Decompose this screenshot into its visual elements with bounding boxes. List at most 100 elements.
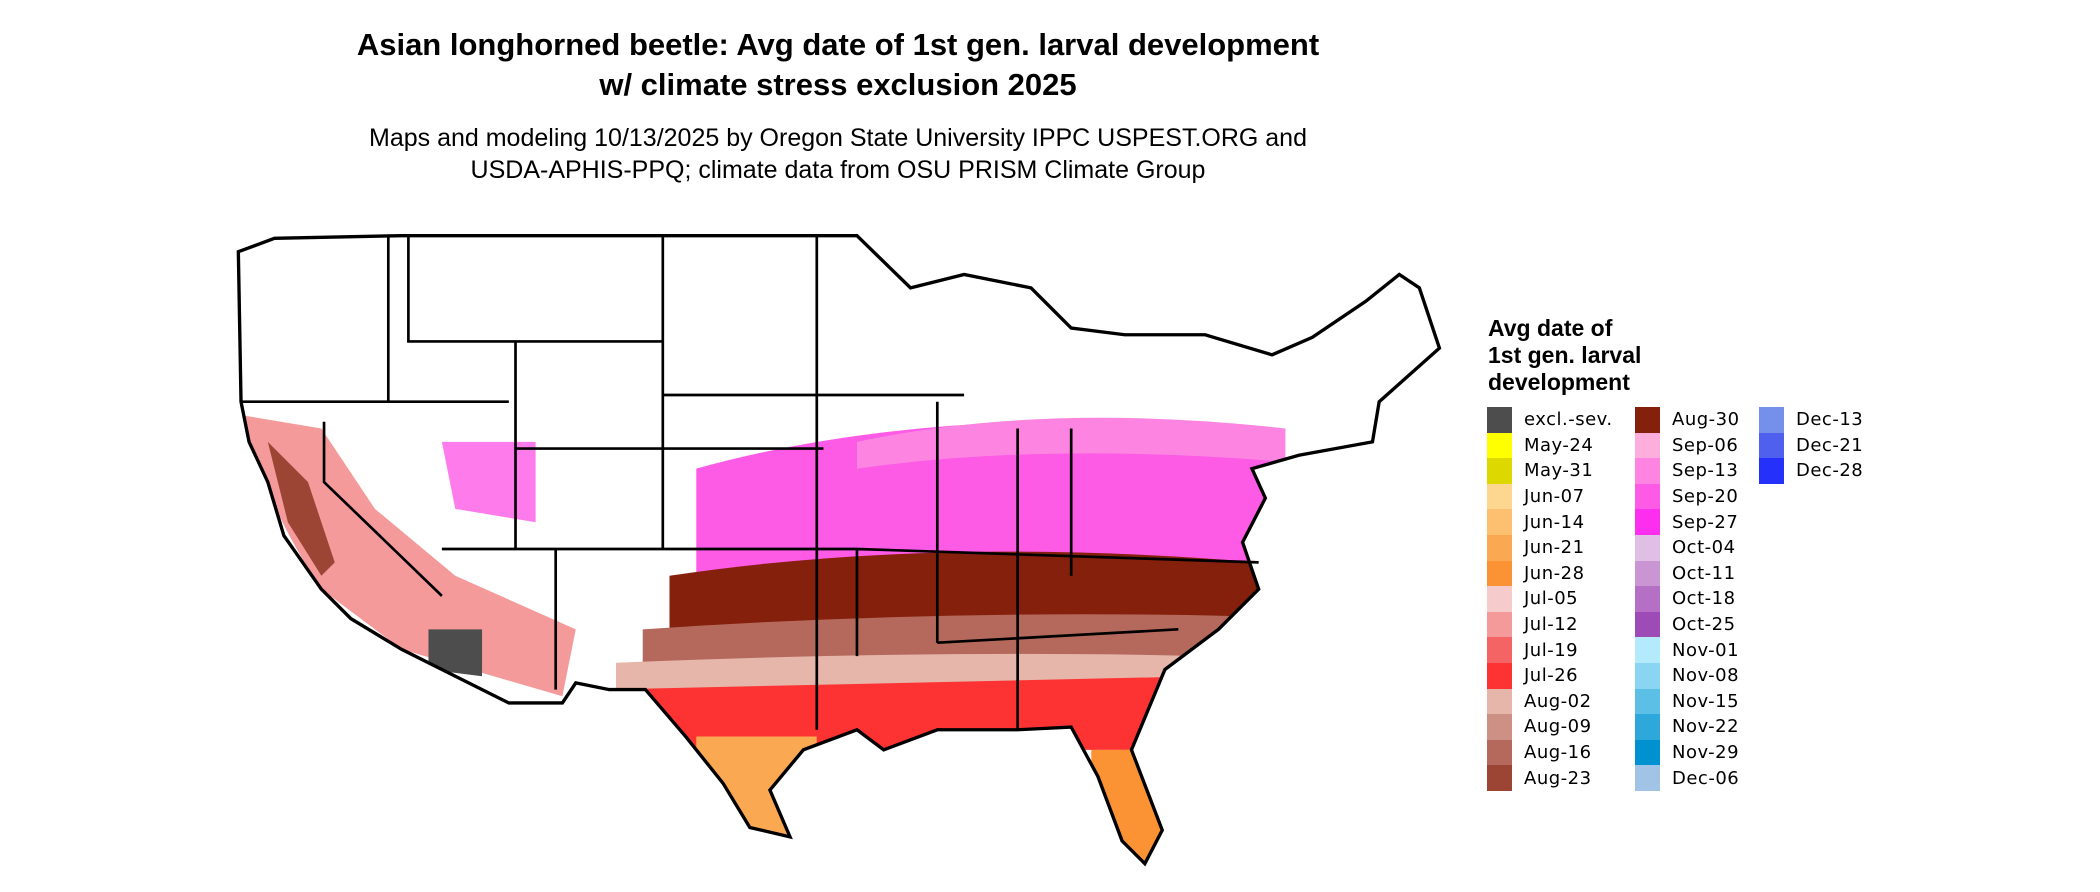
legend-swatch [1487,688,1512,715]
legend-label: Nov-29 [1672,742,1740,764]
legend-swatch [1487,534,1512,561]
legend-swatch [1635,534,1660,561]
legend-swatch [1487,765,1512,791]
zone-excluded [428,629,483,677]
map-subtitle-line2: USDA-APHIS-PPQ; climate data from OSU PR… [470,156,1206,184]
legend-item: Nov-08 [1635,662,1740,689]
legend-swatch [1487,432,1512,459]
legend-label: Aug-23 [1524,767,1592,789]
legend-label: excl.-sev. [1524,409,1613,431]
legend-label: Aug-30 [1672,409,1740,431]
legend-title-line: Avg date of [1488,315,1613,341]
legend-item: Aug-02 [1487,688,1613,715]
legend-item: Jul-26 [1487,662,1613,689]
legend-swatch [1635,407,1660,433]
legend-item: Sep-13 [1635,458,1740,484]
legend-swatch [1487,586,1512,612]
legend-item: Nov-29 [1635,739,1740,766]
legend-item: Jun-07 [1487,483,1613,510]
legend-label: Jul-12 [1524,614,1579,636]
legend-swatch [1487,509,1512,535]
legend-label: Dec-21 [1796,434,1864,456]
legend-item: Aug-23 [1487,765,1613,791]
legend-swatch [1635,586,1660,612]
legend-label: Jul-19 [1524,639,1579,661]
legend-swatch [1487,662,1512,689]
legend-label: May-24 [1524,434,1594,456]
legend-item: Jul-12 [1487,611,1613,638]
legend-label: Aug-16 [1524,742,1592,764]
legend-label: Sep-20 [1672,486,1739,508]
state-borders [241,235,1259,730]
legend-swatch [1759,407,1784,433]
legend-label: May-31 [1524,460,1594,482]
map-title-line2: w/ climate stress exclusion 2025 [599,67,1077,102]
legend-swatch [1487,611,1512,638]
map-fill [238,235,1440,864]
legend-label: Sep-13 [1672,460,1739,482]
legend-label: Oct-11 [1672,562,1736,584]
legend-item: May-24 [1487,432,1613,459]
legend-swatch [1487,714,1512,740]
legend-item: Sep-27 [1635,509,1740,535]
legend-label: Sep-27 [1672,511,1739,533]
legend-label: Nov-08 [1672,665,1740,687]
legend-label: Nov-22 [1672,716,1740,738]
legend-item: May-31 [1487,458,1613,484]
legend-label: Jun-07 [1524,486,1585,508]
legend-item: Sep-20 [1635,483,1740,510]
legend-swatch [1635,611,1660,638]
legend-item: Jun-14 [1487,509,1613,535]
legend-column-1: excl.-sev. May-24 May-31 Jun-07 Jun-14 Jun-21… [1487,407,1613,791]
legend-label: Oct-18 [1672,588,1736,610]
legend-swatch [1487,458,1512,484]
legend-item: Jul-05 [1487,586,1613,612]
legend-item: Jul-19 [1487,637,1613,663]
legend-column-3: Dec-13 Dec-21 Dec-28 [1759,407,1863,484]
legend-title: Avg date of 1st gen. larval development [1488,315,1641,396]
legend-label: Oct-04 [1672,537,1736,559]
legend-item: Jun-28 [1487,560,1613,587]
legend-item: Dec-06 [1635,765,1740,791]
legend-label: Dec-13 [1796,409,1864,431]
legend-label: Jun-14 [1524,511,1585,533]
legend-item: Aug-09 [1487,714,1613,740]
legend-item: Dec-21 [1759,432,1864,459]
legend-label: Jun-28 [1524,562,1585,584]
legend-label: Nov-15 [1672,690,1740,712]
legend-item: Oct-11 [1635,560,1740,587]
legend-swatch [1759,432,1784,459]
legend-swatch [1759,458,1784,484]
legend-item: Aug-30 [1635,407,1740,433]
legend-swatch [1487,560,1512,587]
legend-item: Jun-21 [1487,534,1613,561]
legend-swatch [1635,560,1660,587]
legend-swatch [1635,432,1660,459]
zone-sep [696,420,1273,590]
map-subtitle-line1: Maps and modeling 10/13/2025 by Oregon S… [369,124,1307,152]
legend-label: Aug-02 [1524,690,1592,712]
legend-item: Nov-22 [1635,714,1740,740]
legend-swatch [1487,739,1512,766]
legend-label: Dec-06 [1672,767,1740,789]
legend-title-line: 1st gen. larval [1488,342,1642,368]
legend-item: Nov-15 [1635,688,1740,715]
legend-swatch [1635,483,1660,510]
legend-item: Oct-04 [1635,534,1740,561]
legend-swatch [1635,509,1660,535]
legend-label: Jul-26 [1524,665,1579,687]
legend-swatch [1487,407,1512,433]
legend-item: Aug-16 [1487,739,1613,766]
legend-swatch [1635,688,1660,715]
legend-swatch [1635,458,1660,484]
legend-item: Dec-13 [1759,407,1863,433]
legend-label: Oct-25 [1672,614,1736,636]
legend-item: Oct-18 [1635,586,1740,612]
legend-swatch [1487,637,1512,663]
legend-title-line: development [1488,369,1630,395]
legend-swatch [1635,739,1660,766]
legend-label: Nov-01 [1672,639,1740,661]
legend-item: Sep-06 [1635,432,1740,459]
zone-southwest [241,415,576,697]
